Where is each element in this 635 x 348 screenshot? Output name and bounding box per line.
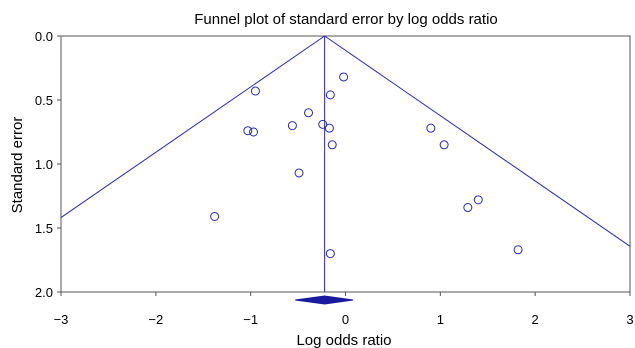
study-point [439,140,449,150]
x-tick-label: −1 [243,312,258,327]
pooled-estimate [295,295,354,305]
pooled-estimate-diamond [295,295,354,305]
y-tick-label: 1.0 [35,157,53,172]
study-point [325,249,335,259]
study-point [318,119,328,129]
funnel-lines [60,35,631,292]
study-points [210,72,523,259]
funnel-right-limit [324,35,631,247]
y-tick-label: 0.5 [35,93,53,108]
x-tick-label: 1 [437,312,444,327]
study-point [324,123,334,133]
y-tick-label: 2.0 [35,285,53,300]
study-point [325,90,335,100]
y-axis-title: Standard error [9,117,26,214]
study-point [513,245,523,255]
y-tick-label: 1.5 [35,221,53,236]
y-axis: 0.0 0.5 1.0 1.5 2.0 [35,29,61,300]
x-tick-label: 2 [532,312,539,327]
study-point [327,140,337,150]
study-point [304,108,314,118]
study-point [249,127,259,137]
chart-title: Funnel plot of standard error by log odd… [194,11,498,28]
study-point [339,72,349,82]
x-axis: −3 −2 −1 0 1 2 3 [54,292,634,327]
x-tick-label: −2 [148,312,163,327]
study-point [243,126,253,136]
x-axis-title: Log odds ratio [296,332,391,348]
funnel-left-limit [60,35,325,218]
x-tick-label: 3 [626,312,633,327]
study-point [294,168,304,178]
study-point [287,121,297,131]
study-point [473,195,483,205]
x-tick-label: 0 [342,312,349,327]
x-tick-label: −3 [54,312,69,327]
y-tick-label: 0.0 [35,29,53,44]
study-point [210,211,220,221]
study-point [463,203,473,213]
plot-frame [60,35,631,293]
study-point [426,123,436,133]
study-point [250,86,260,96]
